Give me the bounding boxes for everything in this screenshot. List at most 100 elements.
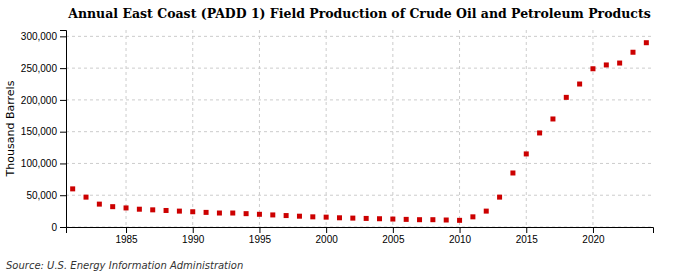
annotation: Source: U.S. Energy Information Administ… <box>6 260 243 271</box>
tick: 1990 <box>182 227 205 245</box>
tick-label: 0 <box>51 222 57 233</box>
grid-line-y <box>66 36 653 37</box>
tick-mark <box>126 227 127 233</box>
point <box>164 208 169 213</box>
point <box>324 215 329 220</box>
point <box>364 216 369 221</box>
tick: 300,000 <box>21 31 66 42</box>
point <box>110 204 115 209</box>
point <box>644 40 649 45</box>
tick: 2015 <box>516 227 539 245</box>
grid-line-x <box>459 30 460 227</box>
tick: 2020 <box>582 227 605 245</box>
grid-line-y <box>66 131 653 132</box>
tick: 2005 <box>382 227 405 245</box>
tick: 2010 <box>449 227 472 245</box>
tick-label: 200,000 <box>21 95 58 106</box>
tick-mark <box>60 68 66 69</box>
tick-mark <box>526 227 527 233</box>
tick-mark <box>259 227 260 233</box>
grid-line-x <box>326 30 327 227</box>
grid-line-x <box>192 30 193 227</box>
axis-line <box>60 31 67 228</box>
point <box>217 211 222 216</box>
grid-line-x <box>259 30 260 227</box>
point <box>150 207 155 212</box>
point <box>84 195 89 200</box>
point <box>390 217 395 222</box>
tick-mark <box>326 227 327 233</box>
title: Annual East Coast (PADD 1) Field Product… <box>67 6 650 21</box>
point <box>244 211 249 216</box>
tick-mark <box>60 163 66 164</box>
tick-label: 50,000 <box>26 190 57 201</box>
tick-label: 1990 <box>182 234 205 245</box>
point <box>484 209 489 214</box>
tick-label: 100,000 <box>21 158 58 169</box>
tick: 1985 <box>115 227 138 245</box>
point <box>417 217 422 222</box>
point <box>564 95 569 100</box>
tick: 1995 <box>249 227 272 245</box>
points <box>70 40 649 223</box>
grid-line-y <box>66 195 653 196</box>
point <box>270 212 275 217</box>
tick-label: 2000 <box>316 234 339 245</box>
point <box>204 210 209 215</box>
point <box>177 209 182 214</box>
point <box>337 215 342 220</box>
chart: 1985 1990 1995 2000 2005 2010 2015 2020 0 50,000 1… <box>0 0 675 275</box>
point <box>97 202 102 207</box>
grid-line-x <box>392 30 393 227</box>
tick-mark <box>460 227 461 233</box>
tick: 100,000 <box>21 158 66 169</box>
tick-mark <box>60 100 66 101</box>
tick: 0 <box>51 222 66 233</box>
tick-label: 2010 <box>449 234 472 245</box>
grid-line-y <box>66 163 653 164</box>
point <box>297 214 302 219</box>
tick-label: 2020 <box>582 234 605 245</box>
point <box>70 186 75 191</box>
axis-line <box>67 228 654 234</box>
grid-line-y <box>66 68 653 69</box>
point <box>124 205 129 210</box>
x-axis: 1985 1990 1995 2000 2005 2010 2015 2020 <box>67 227 654 245</box>
tick-mark <box>60 195 66 196</box>
point <box>404 217 409 222</box>
point <box>470 214 475 219</box>
point <box>630 50 635 55</box>
point <box>137 207 142 212</box>
tick-label: 250,000 <box>21 63 58 74</box>
tick-mark <box>60 132 66 133</box>
point <box>444 218 449 223</box>
tick-mark <box>593 227 594 233</box>
point <box>577 82 582 87</box>
tick-label: 1995 <box>249 234 272 245</box>
tick-label: 2015 <box>516 234 539 245</box>
tick: 150,000 <box>21 126 66 137</box>
point <box>230 211 235 216</box>
point <box>497 195 502 200</box>
tick-label: 300,000 <box>21 31 58 42</box>
point <box>617 61 622 66</box>
point <box>257 212 262 217</box>
point <box>284 213 289 218</box>
tick: 250,000 <box>21 63 66 74</box>
point <box>377 216 382 221</box>
point <box>604 62 609 67</box>
grid-line-x <box>526 30 527 227</box>
point <box>590 66 595 71</box>
tick: 2000 <box>316 227 339 245</box>
tick-mark <box>193 227 194 233</box>
point <box>537 130 542 135</box>
point <box>190 209 195 214</box>
point <box>310 214 315 219</box>
grid-line-x <box>592 30 593 227</box>
y-axis: 0 50,000 100,000 150,000 200,000 250,000 300,0… <box>21 31 67 233</box>
tick: 200,000 <box>21 95 66 106</box>
point <box>457 218 462 223</box>
tick-mark <box>60 227 66 228</box>
point <box>430 217 435 222</box>
tick: 50,000 <box>26 190 66 201</box>
